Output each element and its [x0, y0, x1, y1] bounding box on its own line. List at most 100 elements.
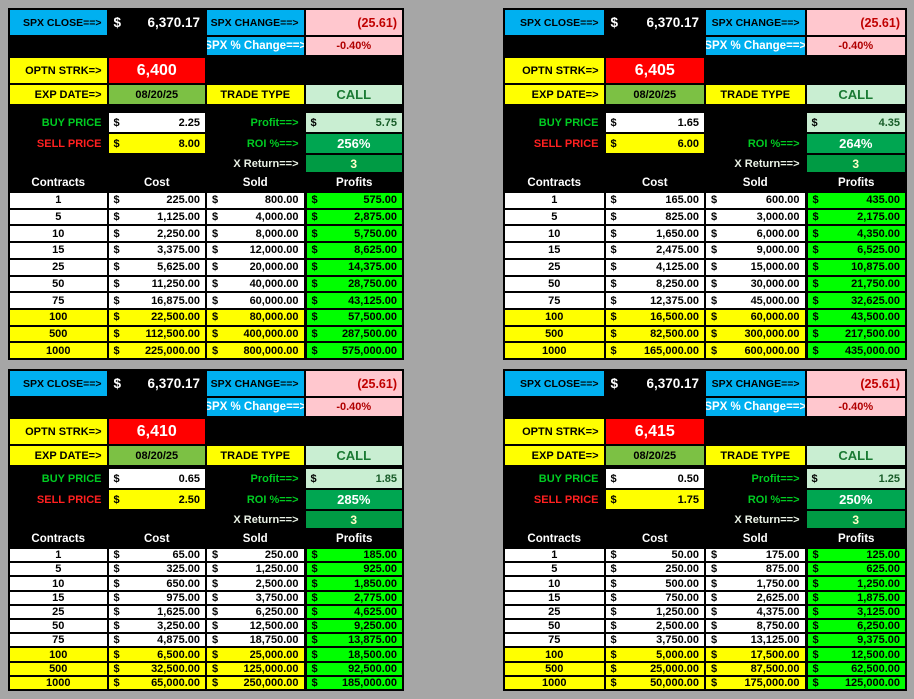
- table-row: 5 $ 325.00 $ 1,250.00 $ 925.00: [10, 563, 402, 576]
- dollar-sign: $: [311, 211, 318, 224]
- sold-cell: $ 9,000.00: [706, 243, 805, 258]
- exp-date-value[interactable]: 08/20/25: [108, 446, 205, 465]
- sold-cell: $ 1,750.00: [706, 577, 805, 590]
- exp-date-value[interactable]: 08/20/25: [605, 446, 704, 465]
- dollar-sign: $: [212, 261, 219, 274]
- cost-cell: $ 65,000.00: [108, 676, 205, 690]
- spx-close-amount: 6,370.17: [147, 15, 200, 30]
- sold-cell: $ 12,500.00: [207, 620, 304, 633]
- dollar-sign: $: [212, 634, 219, 647]
- option-strike-value[interactable]: 6,415: [605, 419, 704, 444]
- sold-amount: 13,125.00: [750, 634, 800, 647]
- sell-price-input[interactable]: $ 6.00: [605, 134, 704, 153]
- sold-cell: $ 13,125.00: [706, 634, 805, 647]
- option-calculator-panel: SPX CLOSE==> $ 6,370.17 SPX CHANGE==> (2…: [8, 8, 404, 360]
- cost-amount: 5,625.00: [157, 261, 200, 274]
- table-row: 1 $ 225.00 $ 800.00 $ 575.00: [10, 193, 402, 208]
- dollar-sign: $: [711, 563, 718, 576]
- cost-amount: 8,250.00: [656, 277, 699, 290]
- table-row: 15 $ 2,475.00 $ 9,000.00 $ 6,525.00: [505, 243, 905, 258]
- table-row: 50 $ 11,250.00 $ 40,000.00 $ 28,750.00: [10, 276, 402, 292]
- spx-change-value: (25.61): [806, 10, 905, 35]
- table-header-profits: Profits: [807, 530, 905, 547]
- exp-date-value[interactable]: 08/20/25: [108, 85, 205, 104]
- roi-label: ROI %==>: [207, 490, 304, 509]
- dollar-sign: $: [311, 662, 318, 675]
- sold-amount: 175,000.00: [744, 676, 800, 689]
- sold-cell: $ 2,625.00: [706, 591, 805, 604]
- cost-amount: 2,500.00: [656, 620, 699, 633]
- option-strike-value[interactable]: 6,400: [108, 58, 205, 83]
- option-strike-row: OPTN STRK=> 6,400: [10, 58, 402, 83]
- trade-type-value[interactable]: CALL: [305, 446, 402, 465]
- cost-amount: 165,000.00: [643, 344, 699, 357]
- option-strike-value[interactable]: 6,405: [605, 58, 704, 83]
- dollar-sign: $: [113, 472, 120, 485]
- x-return-label: X Return==>: [207, 511, 304, 528]
- sold-amount: 2,625.00: [756, 591, 800, 604]
- profits-cell: $ 125.00: [807, 549, 905, 562]
- table-header-profits: Profits: [306, 174, 402, 191]
- dollar-sign: $: [812, 605, 819, 618]
- sell-price-input[interactable]: $ 1.75: [605, 490, 704, 509]
- option-calculator-panel: SPX CLOSE==> $ 6,370.17 SPX CHANGE==> (2…: [503, 8, 907, 360]
- sell-price-row: SELL PRICE $ 2.50 ROI %==> 285%: [10, 490, 402, 509]
- table-header-profits: Profits: [306, 530, 402, 547]
- sold-cell: $ 175.00: [706, 549, 805, 562]
- sold-amount: 250.00: [264, 549, 299, 562]
- sell-price-input[interactable]: $ 2.50: [108, 490, 205, 509]
- buy-price-label: BUY PRICE: [10, 469, 107, 488]
- sell-price-label: SELL PRICE: [505, 134, 604, 153]
- buy-price-row: BUY PRICE $ 0.50 Profit==> $ 1.25: [505, 469, 905, 488]
- table-header-sold: Sold: [706, 530, 805, 547]
- trade-type-value[interactable]: CALL: [806, 446, 905, 465]
- cost-cell: $ 650.00: [108, 577, 205, 590]
- table-row: 100 $ 16,500.00 $ 60,000.00 $ 43,500.00: [505, 309, 905, 325]
- cost-cell: $ 6,500.00: [108, 648, 205, 661]
- sold-cell: $ 250,000.00: [207, 676, 304, 690]
- exp-date-label: EXP DATE=>: [10, 85, 107, 104]
- spx-close-label: SPX CLOSE==>: [505, 10, 604, 35]
- cost-amount: 4,125.00: [656, 261, 699, 274]
- profits-amount: 28,750.00: [348, 277, 397, 290]
- cost-cell: $ 32,500.00: [108, 662, 205, 675]
- exp-date-value[interactable]: 08/20/25: [605, 85, 704, 104]
- sold-cell: $ 45,000.00: [706, 293, 805, 308]
- profits-cell: $ 185,000.00: [306, 676, 402, 690]
- spx-change-label: SPX CHANGE==>: [706, 371, 805, 396]
- buy-price-input[interactable]: $ 2.25: [108, 113, 205, 132]
- contracts-cell: 50: [10, 276, 107, 292]
- x-return-row: X Return==> 3: [505, 511, 905, 528]
- profits-amount: 2,775.00: [354, 591, 397, 604]
- sold-amount: 60,000.00: [249, 294, 299, 307]
- dollar-sign: $: [811, 472, 818, 485]
- cost-cell: $ 165,000.00: [605, 343, 704, 359]
- cost-amount: 12,375.00: [650, 294, 699, 307]
- cost-amount: 3,750.00: [656, 634, 699, 647]
- contracts-cell: 10: [10, 226, 107, 242]
- table-row: 500 $ 25,000.00 $ 87,500.00 $ 62,500.00: [505, 662, 905, 675]
- table-row: 1000 $ 50,000.00 $ 175,000.00 $ 125,000.…: [505, 676, 905, 690]
- profit-label: Profit==>: [207, 469, 304, 488]
- dollar-sign: $: [212, 327, 219, 340]
- buy-price-input[interactable]: $ 0.65: [108, 469, 205, 488]
- buy-price-input[interactable]: $ 0.50: [605, 469, 704, 488]
- dollar-sign: $: [610, 194, 617, 207]
- sell-price-input[interactable]: $ 8.00: [108, 134, 205, 153]
- sold-amount: 80,000.00: [249, 311, 299, 324]
- dollar-sign: $: [311, 591, 318, 604]
- dollar-sign: $: [711, 344, 718, 357]
- profits-amount: 125,000.00: [844, 676, 900, 689]
- profits-amount: 125.00: [866, 549, 900, 562]
- trade-type-value[interactable]: CALL: [305, 85, 402, 104]
- trade-type-label: TRADE TYPE: [706, 446, 805, 465]
- profit-value: $ 4.35: [806, 113, 905, 132]
- trade-type-value[interactable]: CALL: [806, 85, 905, 104]
- dollar-sign: $: [610, 591, 617, 604]
- sell-price-amount: 1.75: [677, 493, 699, 506]
- cost-amount: 16,875.00: [151, 294, 200, 307]
- roi-label: ROI %==>: [706, 134, 805, 153]
- sold-amount: 4,375.00: [756, 605, 800, 618]
- buy-price-input[interactable]: $ 1.65: [605, 113, 704, 132]
- option-strike-value[interactable]: 6,410: [108, 419, 205, 444]
